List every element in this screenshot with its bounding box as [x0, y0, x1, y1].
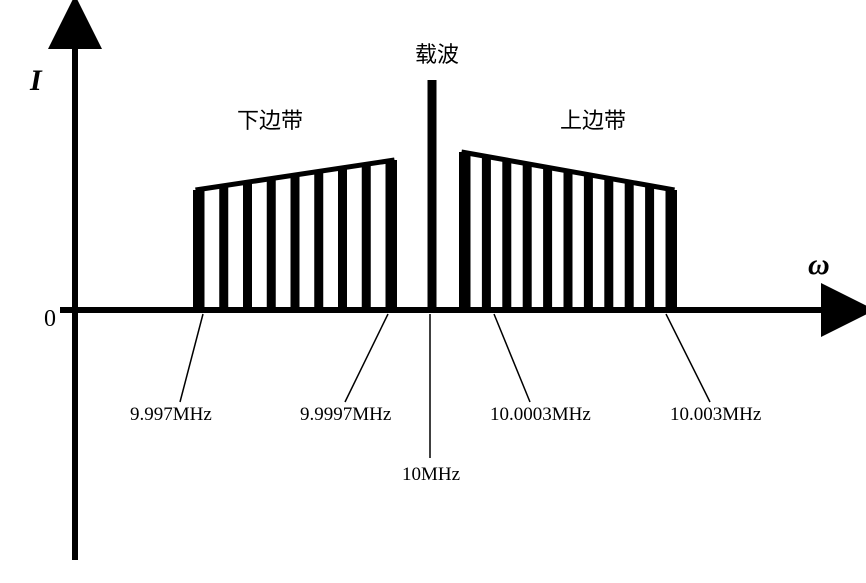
usb-left-leader	[494, 314, 530, 402]
x-axis-label: ω	[808, 248, 830, 281]
lsb-left-leader	[180, 314, 203, 402]
origin-label: 0	[44, 306, 56, 332]
lower-sideband-label: 下边带	[237, 108, 303, 133]
usb-left-freq-label: 10.0003MHz	[490, 404, 591, 425]
lsb-right-freq-label: 9.9997MHz	[300, 404, 391, 425]
carrier-freq-label: 10MHz	[402, 464, 460, 485]
upper-sideband-label: 上边带	[560, 108, 626, 133]
lsb-right-leader	[345, 314, 388, 402]
carrier-label: 载波	[415, 42, 459, 67]
usb-right-freq-label: 10.003MHz	[670, 404, 761, 425]
usb-right-leader	[666, 314, 710, 402]
y-axis-label: I	[29, 64, 43, 97]
lsb-left-freq-label: 9.997MHz	[130, 404, 212, 425]
